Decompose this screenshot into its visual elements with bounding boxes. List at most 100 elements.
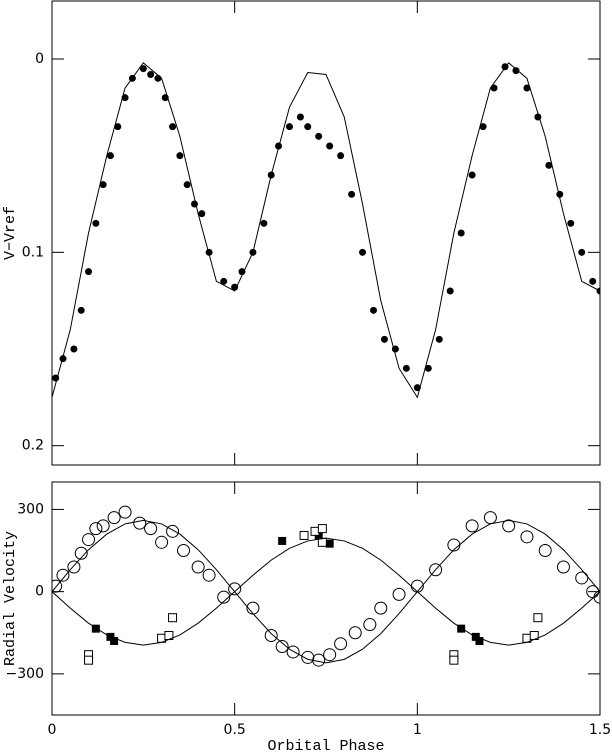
- data-point: [260, 219, 268, 227]
- data-point: [169, 123, 177, 131]
- data-point: [147, 70, 155, 78]
- data-point: [457, 624, 466, 633]
- data-point: [228, 582, 242, 596]
- x-tick-label: 1.5: [589, 722, 611, 738]
- data-point: [512, 67, 520, 75]
- data-point: [106, 152, 114, 160]
- data-point: [198, 210, 206, 218]
- data-point: [144, 522, 158, 536]
- data-point: [359, 248, 367, 256]
- y-tick-label: 0.2: [22, 438, 44, 454]
- y-tick-label: 0: [35, 51, 44, 67]
- data-point: [315, 132, 323, 140]
- data-point: [429, 563, 443, 577]
- data-point: [520, 530, 534, 544]
- data-point: [52, 579, 63, 593]
- data-point: [278, 536, 287, 545]
- data-point: [238, 268, 246, 276]
- data-point: [380, 335, 388, 343]
- data-point: [523, 84, 531, 92]
- data-point: [533, 613, 543, 623]
- data-point: [348, 626, 362, 640]
- data-point: [231, 283, 239, 291]
- data-point: [479, 123, 487, 131]
- data-point: [424, 364, 432, 372]
- data-point: [99, 181, 107, 189]
- data-point: [114, 123, 122, 131]
- data-point: [191, 560, 205, 574]
- data-point: [118, 505, 132, 519]
- data-point: [107, 511, 121, 525]
- data-point: [85, 268, 93, 276]
- plot-area: [52, 62, 600, 399]
- data-point: [402, 364, 410, 372]
- model-curve: [52, 537, 600, 646]
- plot-frame: [51, 0, 601, 466]
- data-point: [317, 524, 327, 534]
- data-point: [202, 568, 216, 582]
- data-point: [217, 590, 231, 604]
- data-point: [465, 519, 479, 533]
- data-point: [325, 539, 334, 548]
- plot-frame: [51, 481, 601, 716]
- data-point: [285, 123, 293, 131]
- data-point: [220, 277, 228, 285]
- data-point: [183, 181, 191, 189]
- model-curve: [52, 62, 600, 399]
- data-point: [275, 142, 283, 150]
- data-point: [310, 526, 320, 536]
- y-tick-label: 300: [17, 501, 44, 517]
- data-point: [155, 535, 169, 549]
- plot-area: [52, 505, 600, 667]
- data-point: [74, 546, 88, 560]
- y-tick-label: 0: [35, 584, 44, 600]
- data-point: [264, 629, 278, 643]
- data-point: [89, 522, 103, 536]
- data-point: [275, 639, 289, 653]
- model-curve: [52, 519, 600, 664]
- data-point: [449, 655, 459, 665]
- data-point: [556, 560, 570, 574]
- y-axis-label: V−Vref: [2, 206, 19, 260]
- data-point: [545, 161, 553, 169]
- data-point: [435, 335, 443, 343]
- data-point: [296, 113, 304, 121]
- data-point: [70, 345, 78, 353]
- y-tick-label: −300: [6, 666, 44, 682]
- data-point: [502, 519, 516, 533]
- data-point: [337, 152, 345, 160]
- data-point: [567, 219, 575, 227]
- data-point: [589, 277, 597, 285]
- data-point: [578, 248, 586, 256]
- data-point: [348, 190, 356, 198]
- data-point: [326, 142, 334, 150]
- data-point: [468, 171, 476, 179]
- data-point: [133, 516, 147, 530]
- data-point: [538, 544, 552, 558]
- data-point: [110, 636, 119, 645]
- data-point: [369, 306, 377, 314]
- data-point: [82, 533, 96, 547]
- y-tick-label: 0.1: [22, 244, 44, 260]
- data-point: [334, 637, 348, 651]
- data-point: [286, 645, 300, 659]
- data-point: [139, 65, 147, 73]
- data-point: [374, 601, 388, 615]
- y-axis-label: Radial Velocity: [2, 531, 19, 666]
- data-point: [92, 219, 100, 227]
- data-point: [457, 229, 465, 237]
- data-point: [299, 530, 309, 540]
- data-point: [304, 123, 312, 131]
- data-point: [96, 519, 110, 533]
- data-point: [205, 248, 213, 256]
- x-tick-label: 0: [48, 722, 57, 738]
- data-point: [177, 544, 191, 558]
- data-point: [363, 618, 377, 632]
- data-point: [475, 636, 484, 645]
- data-point: [446, 287, 454, 295]
- data-point: [59, 355, 67, 363]
- data-point: [168, 613, 178, 623]
- data-point: [483, 511, 497, 525]
- data-point: [166, 524, 180, 538]
